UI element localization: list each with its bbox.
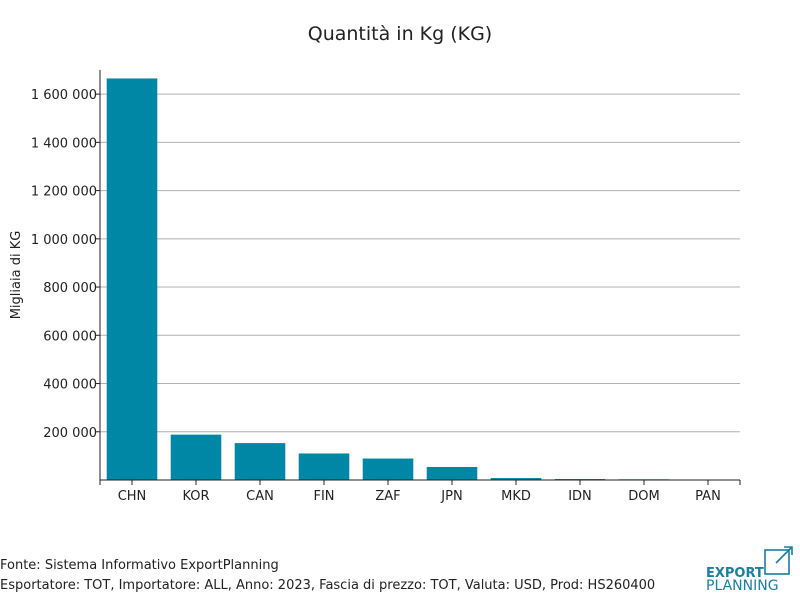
- x-tick-label: IDN: [568, 489, 592, 504]
- x-tick-label: ZAF: [375, 489, 400, 504]
- bar-can: [234, 443, 286, 480]
- x-tick-label: DOM: [628, 489, 659, 504]
- logo-text-export: EXPORT: [706, 566, 764, 581]
- y-tick-label: 200 000: [43, 426, 97, 441]
- x-tick-label: MKD: [501, 489, 531, 504]
- bar-kor: [170, 434, 222, 480]
- logo-square-icon: [764, 546, 793, 575]
- x-tick-label: CAN: [246, 489, 274, 504]
- x-tick-label: KOR: [182, 489, 209, 504]
- source-note: Fonte: Sistema Informativo ExportPlannin…: [0, 558, 279, 573]
- y-tick-label: 800 000: [43, 281, 97, 296]
- filters-note: Esportatore: TOT, Importatore: ALL, Anno…: [0, 578, 656, 593]
- exportplanning-logo: EXPORT PLANNING: [706, 546, 793, 594]
- y-tick-label: 600 000: [43, 329, 97, 344]
- bar-zaf: [362, 458, 414, 480]
- bar-jpn: [426, 466, 478, 480]
- x-axis-ticks: CHN KOR CAN FIN ZAF JPN MKD IDN DOM PAN: [118, 480, 721, 504]
- bar-chart: Quantità in Kg (KG) 200 000 400 000 600 00…: [9, 23, 741, 504]
- y-tick-label: 1 600 000: [31, 88, 97, 103]
- axes: [99, 70, 741, 485]
- x-tick-label: JPN: [440, 489, 462, 504]
- x-tick-label: FIN: [313, 489, 334, 504]
- y-tick-label: 1 400 000: [31, 136, 97, 151]
- bars: [106, 78, 734, 481]
- bar-mkd: [490, 478, 542, 480]
- y-tick-label: 400 000: [43, 378, 97, 393]
- y-tick-label: 1 200 000: [31, 185, 97, 200]
- y-tick-label: 1 000 000: [31, 233, 97, 248]
- gridlines: [100, 93, 740, 433]
- x-tick-label: PAN: [695, 489, 721, 504]
- y-axis-label: Migliaia di KG: [9, 231, 24, 320]
- y-axis-ticks: 200 000 400 000 600 000 800 000 1 000 000 1 2…: [31, 88, 100, 441]
- x-tick-label: CHN: [118, 489, 147, 504]
- bar-chn: [106, 78, 158, 481]
- bar-fin: [298, 453, 350, 480]
- logo-text-planning: PLANNING: [706, 578, 779, 594]
- chart-title: Quantità in Kg (KG): [308, 23, 492, 45]
